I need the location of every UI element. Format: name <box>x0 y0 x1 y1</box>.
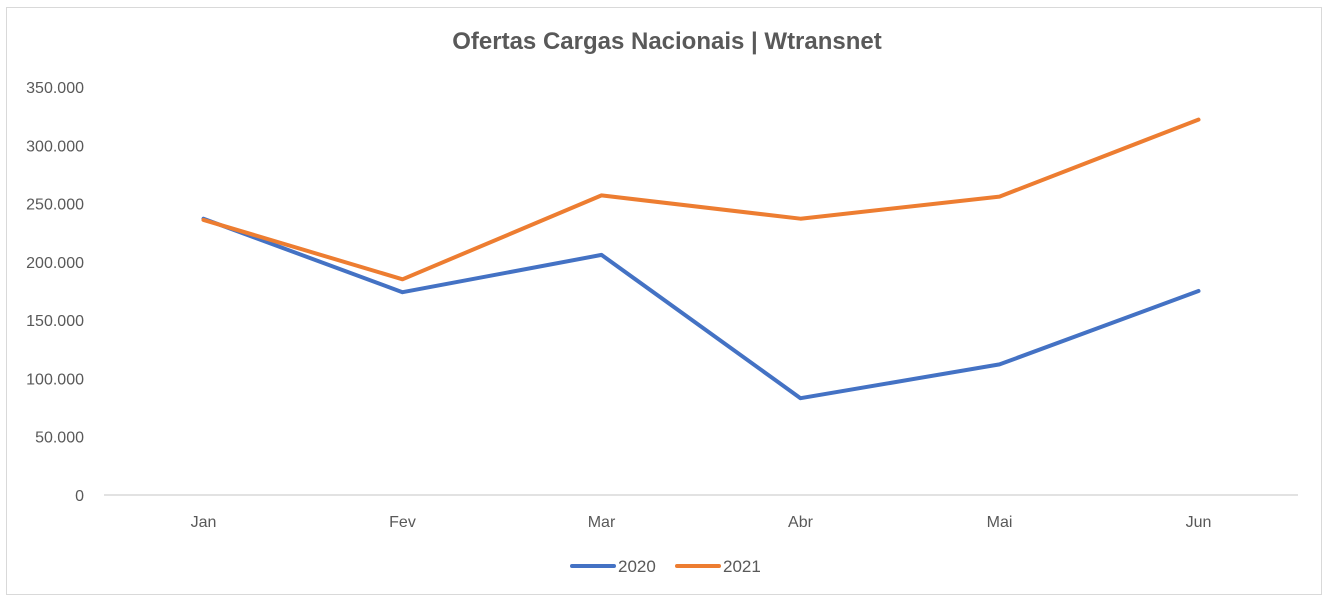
y-axis: 0 50.000 100.000 150.000 200.000 250.000 300.0… <box>26 80 84 505</box>
legend: 2020 2021 <box>570 557 761 576</box>
x-axis: Jan Fev Mar Abr Mai Jun <box>104 494 1298 531</box>
y-tick-label: 150.000 <box>26 313 84 330</box>
x-tick-label: Fev <box>389 514 416 531</box>
y-tick-label: 250.000 <box>26 197 84 214</box>
series-line-2021 <box>201 117 1201 282</box>
series-line-2020 <box>201 216 1201 401</box>
x-tick-label: Mai <box>987 514 1013 531</box>
y-tick-label: 50.000 <box>35 430 84 447</box>
x-tick-label: Abr <box>788 514 814 531</box>
chart-title: Ofertas Cargas Nacionais | Wtransnet <box>452 28 882 55</box>
y-tick-label: 300.000 <box>26 138 84 155</box>
x-tick-label: Jun <box>1186 514 1212 531</box>
x-tick-label: Mar <box>588 514 616 531</box>
y-tick-label: 100.000 <box>26 371 84 388</box>
legend-label-2021: 2021 <box>723 557 761 576</box>
y-tick-label: 0 <box>75 488 84 505</box>
series-layer <box>201 117 1201 401</box>
y-tick-label: 350.000 <box>26 80 84 97</box>
x-tick-label: Jan <box>191 514 217 531</box>
legend-label-2020: 2020 <box>618 557 656 576</box>
y-tick-label: 200.000 <box>26 255 84 272</box>
